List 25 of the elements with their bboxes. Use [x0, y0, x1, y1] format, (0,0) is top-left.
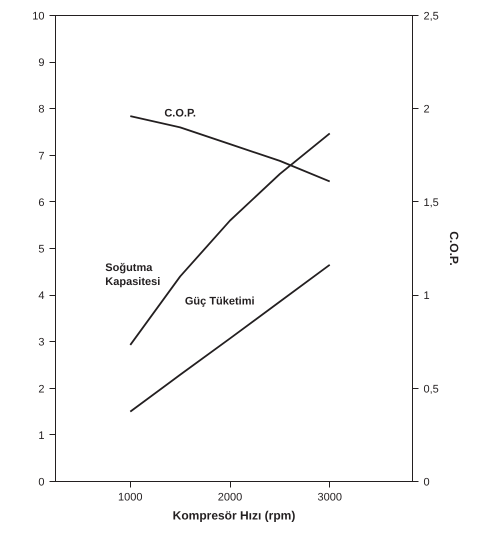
y-tick-label: 9: [38, 57, 45, 70]
x-axis-title: Kompresör Hızı (rpm): [172, 508, 296, 522]
series-label: Güç Tüketimi: [184, 296, 255, 308]
y2-tick-label: 1,5: [424, 196, 439, 209]
y-tick-label: 4: [38, 290, 45, 302]
y2-tick-label: 2: [424, 104, 430, 116]
y2-tick-label: 2,5: [424, 10, 439, 22]
y2-tick-label: 0: [424, 476, 430, 488]
y-tick-label: 5: [38, 244, 45, 256]
y-tick-label: 7: [38, 150, 45, 162]
x-tick-label: 1000: [118, 492, 143, 504]
series-label: Soğutma Kapasitesi: [105, 262, 160, 288]
series-label: C.O.P.: [164, 107, 196, 120]
y2-axis-title: C.O.P.: [446, 231, 461, 266]
x-tick-label: 2000: [218, 492, 242, 504]
y-tick-label: 1: [38, 430, 45, 442]
y-tick-label: 6: [38, 196, 45, 209]
y-tick-label: 2: [38, 383, 45, 396]
y-tick-label: 0: [38, 476, 45, 488]
y-tick-label: 3: [38, 336, 45, 349]
y-tick-label: 10: [32, 10, 45, 22]
y2-tick-label: 1: [424, 290, 430, 302]
x-tick-label: 3000: [317, 492, 342, 504]
y-tick-label: 8: [38, 104, 45, 116]
y2-tick-label: 0,5: [424, 383, 439, 396]
